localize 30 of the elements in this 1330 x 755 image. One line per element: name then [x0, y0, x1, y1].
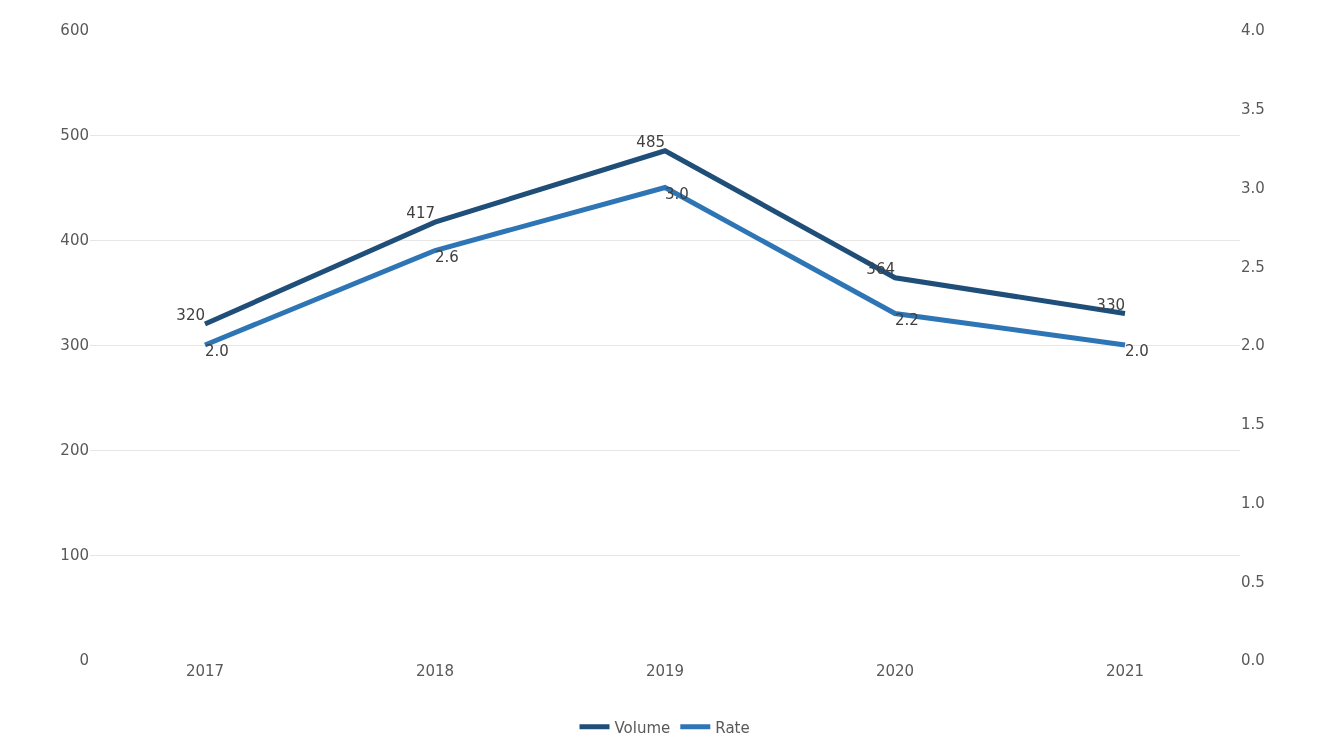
data-label: 320 — [176, 306, 205, 325]
y2-tick-label: 0.0 — [1241, 651, 1265, 670]
y-tick-label: 100 — [60, 546, 89, 565]
y2-tick-label: 1.0 — [1241, 493, 1265, 512]
y-tick-label: 400 — [60, 231, 89, 250]
y-tick-label: 500 — [60, 126, 89, 145]
legend-label: Volume — [614, 718, 671, 737]
legend-label: Rate — [715, 718, 750, 737]
x-tick-label: 2021 — [1105, 662, 1145, 680]
data-label: 417 — [406, 204, 435, 223]
y-tick-label: 600 — [60, 21, 89, 40]
data-label: 330 — [1096, 295, 1125, 314]
y2-tick-label: 2.5 — [1241, 257, 1265, 276]
data-label: 2.0 — [1125, 342, 1149, 361]
y2-tick-label: 2.0 — [1241, 336, 1265, 355]
y-tick-label: 200 — [60, 441, 89, 460]
y2-tick-label: 3.0 — [1241, 178, 1265, 197]
y2-tick-label: 1.5 — [1241, 415, 1265, 433]
data-label: 485 — [636, 133, 665, 151]
x-tick-label: 2017 — [185, 662, 225, 680]
y2-tick-label: 0.5 — [1241, 572, 1265, 591]
data-label: 2.0 — [205, 342, 229, 361]
data-label: 2.6 — [435, 247, 459, 266]
y2-tick-label: 3.5 — [1241, 100, 1265, 118]
y-tick-label: 0 — [79, 651, 89, 670]
x-tick-label: 2020 — [875, 662, 915, 680]
x-tick-label: 2018 — [415, 662, 455, 680]
y2-tick-label: 4.0 — [1241, 21, 1265, 40]
y-tick-label: 300 — [60, 336, 89, 355]
x-tick-label: 2019 — [645, 662, 685, 680]
